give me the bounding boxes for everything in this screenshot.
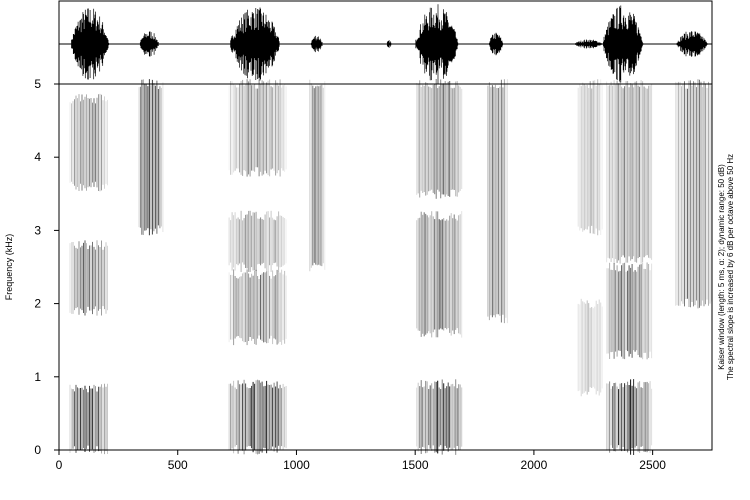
x-tick-label: 1500 [402, 458, 429, 472]
spectrogram-frame [58, 83, 713, 451]
y-tick-label: 1 [34, 370, 41, 384]
y-axis-title: Frequency (kHz) [4, 234, 14, 301]
waveform-burst [139, 31, 159, 57]
waveform-burst [574, 39, 603, 49]
waveform-burst [415, 4, 459, 84]
x-axis: 0 500 1000 1500 2000 2500 [56, 450, 666, 472]
spectral-segment [487, 79, 508, 324]
y-tick-label: 4 [34, 150, 41, 164]
waveform-signal [71, 4, 708, 84]
window-settings-note: Kaiser window (length: 5 ms, α: 2); dyna… [717, 164, 726, 370]
spectral-segment [228, 79, 287, 455]
waveform-burst [71, 8, 110, 80]
waveform-burst [603, 5, 644, 83]
analysis-notes: Kaiser window (length: 5 ms, α: 2); dyna… [717, 154, 735, 380]
spectrogram-energy [69, 79, 712, 455]
spectral-segment [138, 79, 164, 236]
y-tick-label: 2 [34, 297, 41, 311]
y-tick-label: 3 [34, 223, 41, 237]
spectrogram-panel: 0 500 1000 1500 2000 2500 0 1 2 3 4 5 Frequency (k… [4, 77, 735, 472]
waveform-burst [230, 7, 281, 81]
y-tick-label: 0 [34, 443, 41, 457]
spectral-segment [309, 79, 326, 272]
y-tick-label: 5 [34, 77, 41, 91]
x-tick-label: 1000 [283, 458, 310, 472]
spectral-segment [69, 93, 108, 455]
waveform-panel [58, 0, 713, 85]
spectral-segment [675, 79, 712, 309]
spectral-segment [606, 80, 653, 455]
x-tick-label: 2500 [639, 458, 666, 472]
spectral-segment [577, 79, 603, 397]
waveform-burst [676, 31, 708, 57]
y-axis: 0 1 2 3 4 5 [34, 77, 59, 457]
waveform-burst [489, 32, 503, 56]
spectral-segment [416, 79, 463, 455]
spectral-slope-note: The spectral slope is increased by 6 dB … [726, 154, 735, 380]
x-tick-label: 500 [168, 458, 188, 472]
waveform-burst [386, 40, 392, 48]
waveform-burst [310, 35, 323, 53]
x-tick-label: 0 [56, 458, 63, 472]
x-tick-label: 2000 [521, 458, 548, 472]
